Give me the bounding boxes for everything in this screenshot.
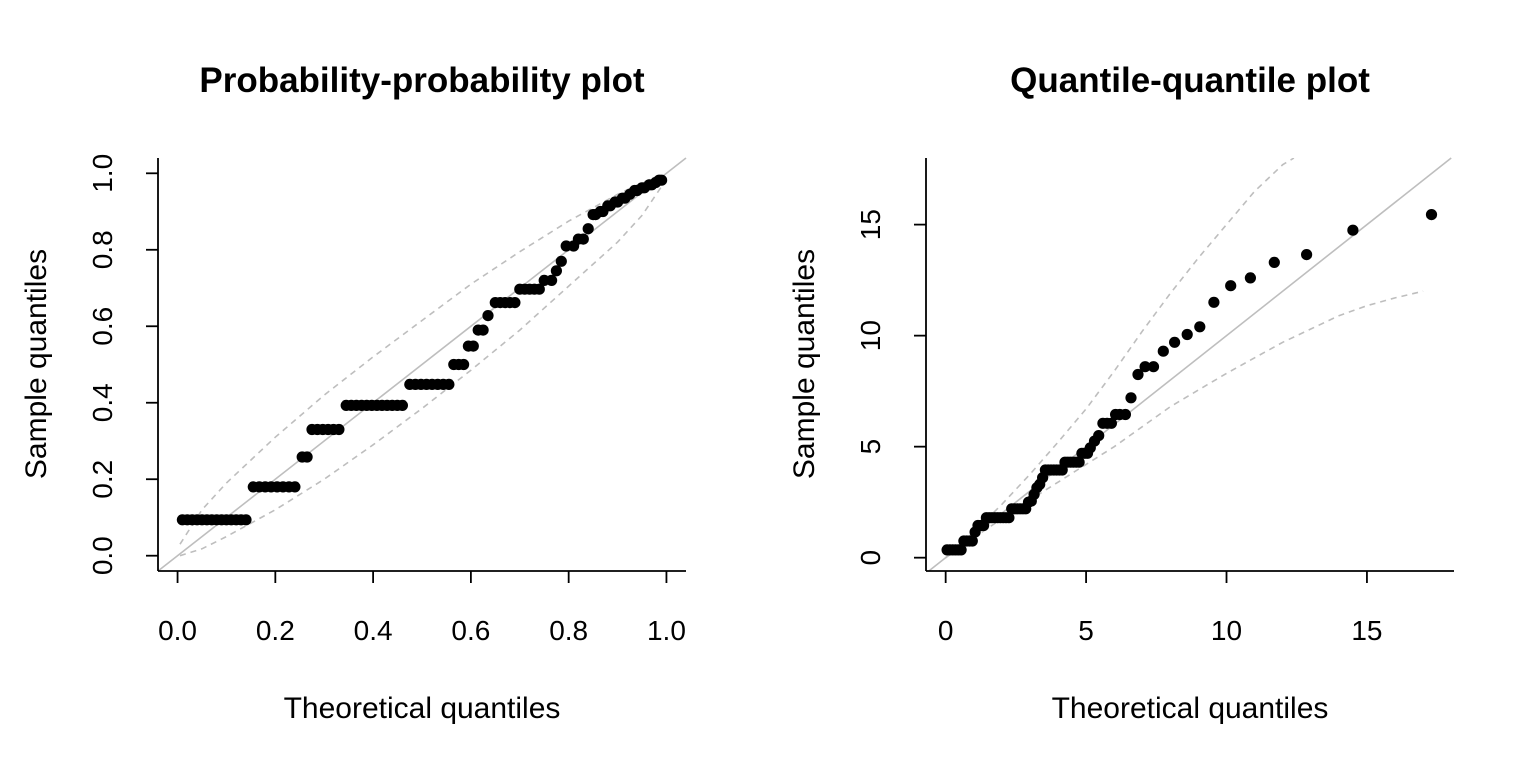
- qq-x-tick-label: 5: [1078, 615, 1094, 646]
- pp-reference-line: [157, 157, 687, 572]
- pp-x-ticks: 0.0 0.2 0.4 0.6 0.8 1.0: [158, 571, 686, 646]
- pp-x-tick-label: 0.4: [354, 615, 393, 646]
- qq-points: [941, 209, 1438, 556]
- qq-point: [1268, 256, 1280, 268]
- qq-point: [1147, 361, 1160, 373]
- pp-point: [656, 174, 668, 186]
- pp-plot-panel: Probability-probability plot 0.0 0.2 0.4 0.…: [20, 61, 687, 725]
- pp-y-tick-label: 0.4: [87, 383, 118, 422]
- qq-point: [1073, 456, 1085, 468]
- pp-y-ticks: 0.0 0.2 0.4 0.6 0.8 1.0: [87, 154, 158, 575]
- qq-x-axis-label: Theoretical quantiles: [1052, 692, 1329, 725]
- pp-point: [550, 265, 563, 277]
- qq-point: [1347, 224, 1359, 236]
- qq-y-tick-label: 5: [855, 439, 886, 455]
- qq-x-tick-label: 10: [1211, 615, 1242, 646]
- qq-point: [1157, 345, 1169, 357]
- qq-x-tick-label: 0: [938, 615, 954, 646]
- qq-point: [1139, 361, 1151, 373]
- qq-axes: [925, 158, 1454, 572]
- pp-envelope-upper: [179, 172, 665, 545]
- qq-envelope-upper: [945, 158, 1295, 559]
- pp-y-tick-label: 0.2: [87, 460, 118, 499]
- qq-y-ticks: 0 5 10 15: [855, 209, 926, 565]
- qq-point: [1244, 272, 1256, 284]
- pp-y-tick-label: 0.8: [87, 230, 118, 269]
- qq-point: [1225, 280, 1237, 292]
- pp-point: [396, 399, 408, 411]
- pp-x-tick-label: 0.0: [158, 615, 197, 646]
- pp-x-tick-label: 1.0: [647, 615, 686, 646]
- qq-x-tick-label: 15: [1351, 615, 1382, 646]
- pp-x-axis-label: Theoretical quantiles: [284, 692, 561, 725]
- qq-reference-line: [928, 157, 1452, 572]
- qq-point: [1125, 392, 1137, 404]
- qq-point: [1132, 368, 1144, 381]
- pp-point: [458, 358, 470, 371]
- pp-point: [482, 310, 494, 322]
- qq-envelope: [945, 158, 1424, 559]
- pp-point: [333, 423, 345, 436]
- qq-point: [1003, 512, 1015, 524]
- pp-points: [176, 174, 668, 526]
- pp-point: [301, 451, 313, 463]
- qq-x-ticks: 0 5 10 15: [938, 571, 1383, 646]
- qq-point: [1093, 430, 1105, 442]
- pp-point: [467, 340, 479, 352]
- pp-plot-title: Probability-probability plot: [199, 61, 645, 100]
- pp-y-tick-label: 0.0: [87, 536, 118, 575]
- pp-point: [509, 297, 521, 309]
- pp-point: [443, 378, 455, 390]
- qq-plot-title: Quantile-quantile plot: [1010, 61, 1370, 100]
- pp-point: [289, 481, 301, 493]
- qq-point: [1181, 328, 1193, 341]
- pp-point: [577, 233, 589, 245]
- qq-y-axis-label: Sample quantiles: [788, 249, 821, 479]
- pp-x-tick-label: 0.6: [451, 615, 490, 646]
- qq-point: [1425, 209, 1438, 221]
- qq-point: [1169, 336, 1181, 348]
- qq-point: [966, 535, 978, 547]
- qq-point: [1105, 417, 1117, 429]
- qq-y-tick-label: 15: [855, 209, 886, 240]
- pp-y-tick-label: 1.0: [87, 154, 118, 193]
- pp-point: [477, 324, 489, 336]
- qq-envelope-lower: [945, 290, 1424, 559]
- qq-point: [1194, 321, 1206, 333]
- pp-point: [555, 255, 567, 267]
- pp-envelope-lower: [179, 182, 665, 557]
- pp-envelope: [179, 172, 665, 557]
- qq-point: [955, 544, 967, 556]
- pp-point: [546, 274, 558, 286]
- pp-point: [240, 514, 252, 526]
- qq-point: [1119, 408, 1131, 421]
- qq-plot-panel: Quantile-quantile plot 0 5 10 15 0 5 10 15 The…: [788, 61, 1454, 725]
- pp-x-tick-label: 0.8: [549, 615, 588, 646]
- pp-point: [533, 283, 545, 295]
- pp-y-tick-label: 0.6: [87, 307, 118, 346]
- pp-y-axis-label: Sample quantiles: [20, 249, 53, 479]
- qq-y-tick-label: 0: [855, 550, 886, 566]
- qq-point: [1208, 296, 1220, 308]
- pp-axes: [157, 158, 686, 572]
- qq-y-tick-label: 10: [855, 320, 886, 351]
- qq-point: [1301, 249, 1313, 261]
- pp-x-tick-label: 0.2: [256, 615, 295, 646]
- pp-point: [582, 223, 594, 235]
